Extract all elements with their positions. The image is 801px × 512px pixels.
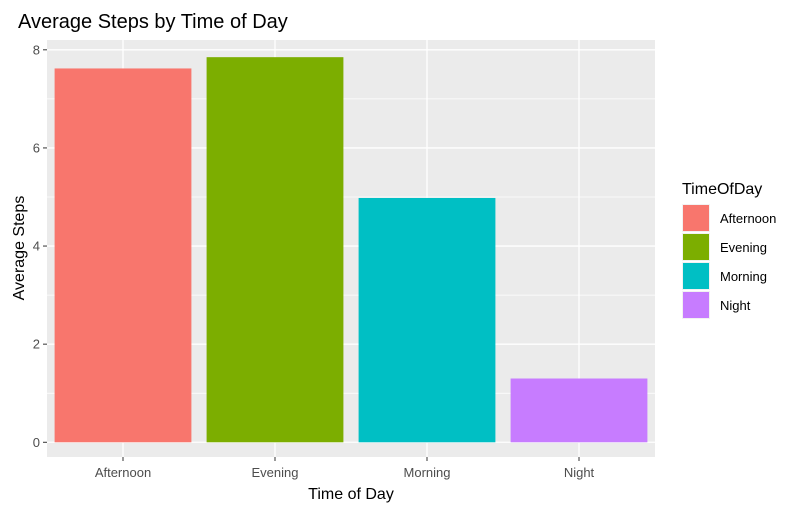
chart-title: Average Steps by Time of Day (18, 11, 288, 33)
bar-morning (358, 197, 496, 443)
x-tick-label: Morning (404, 465, 451, 480)
y-axis-title: Average Steps (11, 196, 28, 301)
y-tick-label: 2 (33, 337, 40, 352)
legend-label-morning: Morning (720, 269, 767, 284)
x-axis-title: Time of Day (308, 486, 394, 503)
legend: TimeOfDay Afternoon Evening Morning Night (682, 181, 776, 319)
bar-night (510, 378, 648, 443)
legend-swatch-evening (683, 234, 709, 260)
x-tick-label: Afternoon (95, 465, 151, 480)
legend-title: TimeOfDay (682, 181, 762, 198)
bar-evening (206, 57, 344, 443)
legend-label-night: Night (720, 298, 751, 313)
legend-swatch-night (683, 292, 709, 318)
y-tick-label: 0 (33, 435, 40, 450)
bars (54, 57, 648, 443)
x-axis-ticks: Afternoon Evening Morning Night (95, 457, 595, 480)
y-tick-label: 8 (33, 42, 40, 57)
legend-swatch-morning (683, 263, 709, 289)
y-tick-label: 6 (33, 140, 40, 155)
legend-label-evening: Evening (720, 240, 767, 255)
y-axis-ticks: 0 2 4 6 8 (33, 42, 47, 450)
legend-swatch-afternoon (683, 205, 709, 231)
bar-afternoon (54, 68, 192, 443)
x-tick-label: Evening (252, 465, 299, 480)
legend-label-afternoon: Afternoon (720, 211, 776, 226)
y-tick-label: 4 (33, 239, 40, 254)
x-tick-label: Night (564, 465, 595, 480)
